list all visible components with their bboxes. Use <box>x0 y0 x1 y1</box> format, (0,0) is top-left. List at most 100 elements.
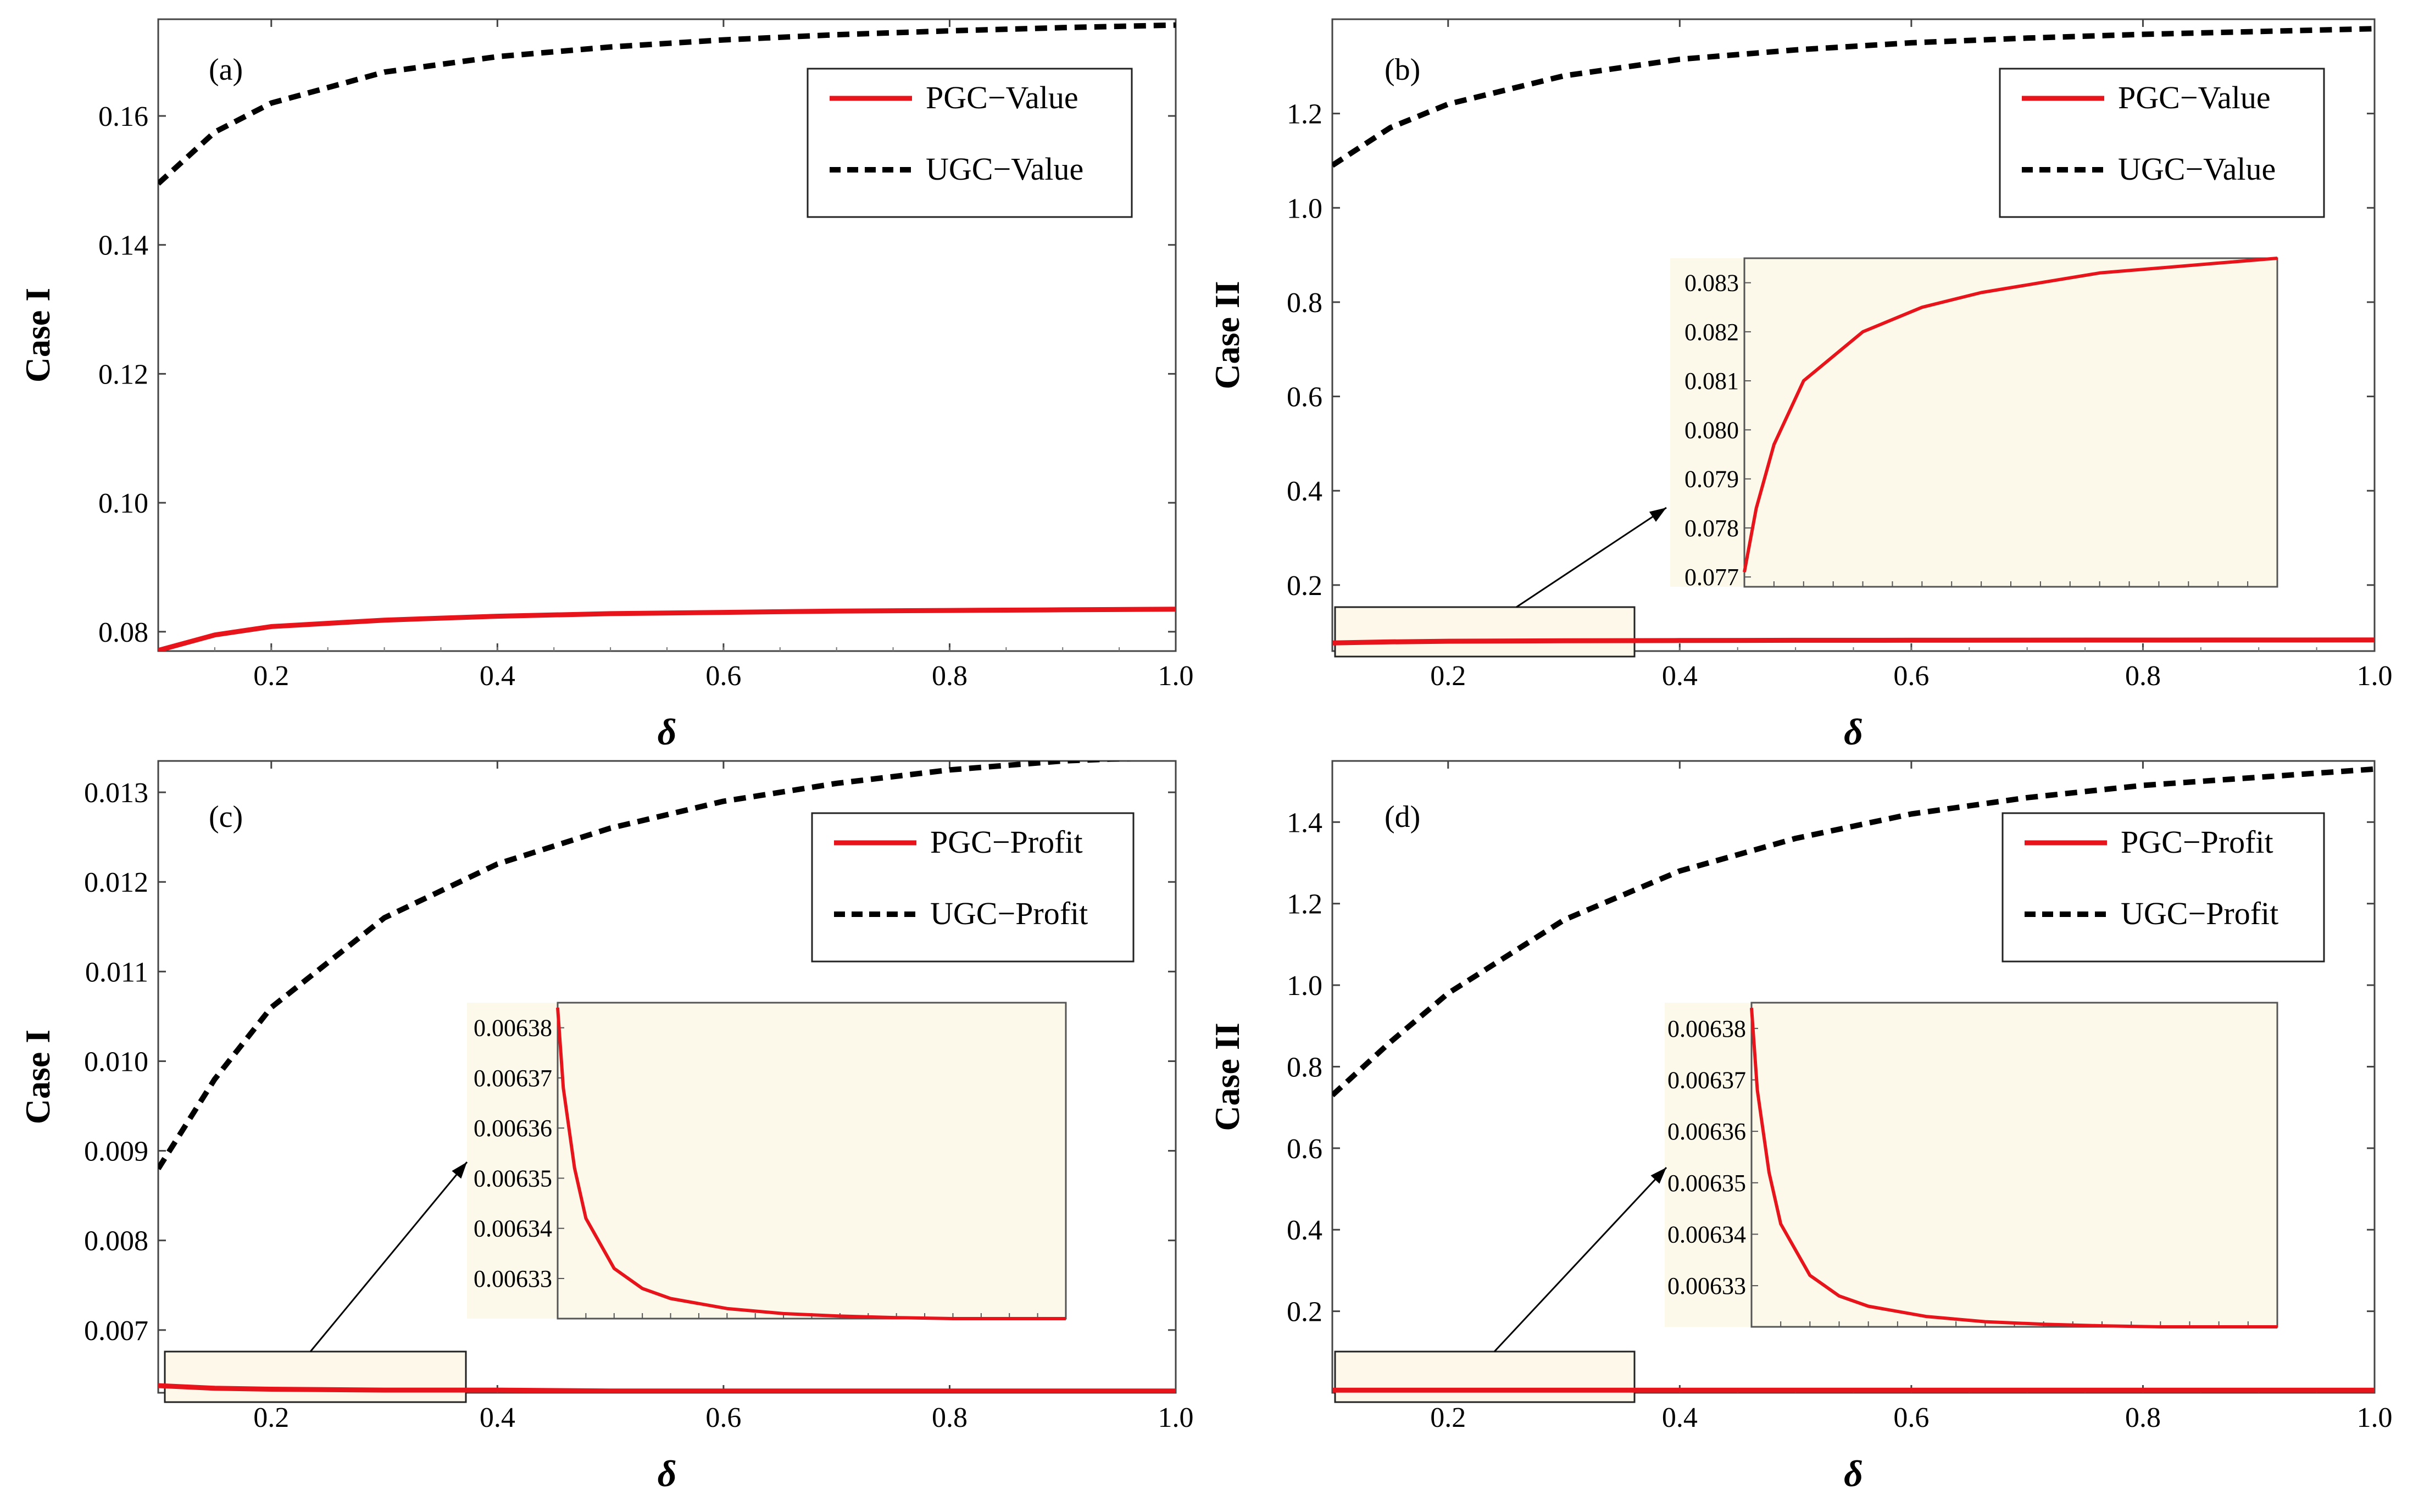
x-axis-label: δ <box>1844 711 1863 753</box>
series-line-ugc-value <box>158 22 1176 186</box>
zoom-arrow-line <box>1493 1166 1667 1353</box>
y-tick-label: 0.013 <box>84 777 148 809</box>
y-tick-label: 0.8 <box>1287 287 1322 319</box>
y-tick-label: 1.4 <box>1287 807 1322 838</box>
y-tick-label: 0.6 <box>1287 382 1322 413</box>
zoom-arrow-head <box>1650 1168 1666 1184</box>
legend-box <box>811 812 1135 963</box>
series-line-pgc-value <box>158 607 1176 651</box>
inset-y-tick-label: 0.00633 <box>474 1265 552 1292</box>
legend-box <box>1999 68 2325 218</box>
x-axis-label: δ <box>1844 1453 1863 1494</box>
x-tick-label: 0.8 <box>932 1402 968 1433</box>
x-tick-label: 0.4 <box>1662 660 1698 692</box>
y-tick-label: 0.2 <box>1287 1297 1322 1328</box>
inset-y-tick-label: 0.00638 <box>1667 1015 1746 1042</box>
inset-y-tick-label: 0.00635 <box>474 1165 552 1192</box>
y-tick-label: 0.10 <box>98 488 148 519</box>
y-tick-label: 0.14 <box>98 230 148 262</box>
y-tick-label: 1.0 <box>1287 970 1322 1002</box>
legend-label: PGC−Value <box>926 80 1078 115</box>
y-tick-label: 0.010 <box>84 1046 148 1077</box>
x-tick-label: 0.6 <box>705 1402 741 1433</box>
series-line-pgc-value <box>1332 637 2375 646</box>
inset-series-line <box>556 1007 1066 1320</box>
inset-series-line <box>1743 257 2278 572</box>
legend-label: PGC−Profit <box>930 824 1083 860</box>
y-tick-label: 0.16 <box>98 101 148 132</box>
inset-y-tick-label: 0.00635 <box>1667 1170 1746 1197</box>
legend-box <box>807 68 1133 218</box>
y-tick-label: 1.2 <box>1287 889 1322 920</box>
panel-b: 0.2 0.4 0.6 0.8 1.0 0.2 0.4 0.6 0.8 1.0 1.2 Case II… <box>1208 18 2393 753</box>
inset-y-tick-label: 0.00638 <box>474 1015 552 1042</box>
legend-label: UGC−Value <box>926 151 1083 187</box>
x-tick-label: 0.6 <box>1893 660 1929 692</box>
zoom-arrow-line <box>1516 507 1667 608</box>
x-tick-label: 0.4 <box>1662 1402 1698 1433</box>
x-tick-label: 0.8 <box>2125 1402 2161 1433</box>
y-tick-label: 0.012 <box>84 867 148 898</box>
y-tick-label: 0.008 <box>84 1226 148 1257</box>
legend-box <box>2001 812 2325 963</box>
x-tick-label: 0.8 <box>2125 660 2161 692</box>
legend-label: UGC−Profit <box>2121 896 2278 931</box>
legend-label: UGC−Value <box>2118 151 2276 187</box>
inset-y-tick-label: 0.00634 <box>1667 1221 1746 1248</box>
inset-y-tick-label: 0.080 <box>1684 416 1739 443</box>
x-tick-label: 1.0 <box>2357 660 2393 692</box>
x-tick-label: 1.0 <box>1158 660 1194 692</box>
x-tick-label: 0.8 <box>932 660 968 692</box>
panel-label: (a) <box>209 53 243 87</box>
panel-label: (d) <box>1385 800 1420 834</box>
x-tick-label: 1.0 <box>1158 1402 1194 1433</box>
inset-chart: 0.00633 0.00634 0.00635 0.00636 0.00637 0.006… <box>1665 1002 2278 1328</box>
series-line-pgc-profit <box>158 1383 1176 1393</box>
y-tick-label: 1.2 <box>1287 99 1322 130</box>
zoom-arrow-head <box>1649 508 1666 522</box>
x-tick-label: 0.2 <box>1430 660 1466 692</box>
x-axis-label: δ <box>658 711 677 753</box>
inset-y-tick-label: 0.00637 <box>474 1065 552 1092</box>
panel-label: (c) <box>209 800 243 834</box>
y-tick-label: 0.4 <box>1287 476 1322 507</box>
x-axis-label: δ <box>658 1453 677 1494</box>
x-tick-label: 0.2 <box>1430 1402 1466 1433</box>
zoom-arrow-line <box>309 1161 468 1352</box>
panel-c: 0.2 0.4 0.6 0.8 1.0 0.007 0.008 0.009 0.010 0.011… <box>18 760 1194 1494</box>
panel-d: 0.2 0.4 0.6 0.8 1.0 0.2 0.4 0.6 0.8 1.0 1.2 1.4 Case… <box>1208 760 2393 1494</box>
inset-chart: 0.077 0.078 0.079 0.080 0.081 0.082 0.083 <box>1670 257 2278 591</box>
panel-label: (b) <box>1385 53 1420 87</box>
inset-chart: 0.00633 0.00634 0.00635 0.00636 0.00637 0.006… <box>467 1002 1067 1320</box>
x-tick-label: 0.6 <box>1893 1402 1929 1433</box>
inset-y-tick-label: 0.00637 <box>1667 1066 1746 1093</box>
inset-background <box>1665 1003 2277 1327</box>
zoom-source-box <box>164 1350 467 1403</box>
series-line-ugc-value <box>1332 26 2375 168</box>
legend-label: PGC−Profit <box>2121 824 2273 860</box>
y-axis-label: Case II <box>1208 1022 1247 1131</box>
zoom-arrow-head <box>452 1162 467 1179</box>
inset-y-tick-label: 0.00636 <box>474 1115 552 1142</box>
y-tick-label: 0.08 <box>98 617 148 648</box>
y-tick-label: 0.12 <box>98 359 148 390</box>
y-tick-label: 0.007 <box>84 1315 148 1347</box>
y-tick-label: 1.0 <box>1287 193 1322 224</box>
inset-background <box>467 1003 1066 1319</box>
y-tick-label: 0.8 <box>1287 1052 1322 1083</box>
y-tick-label: 0.009 <box>84 1136 148 1168</box>
series-line-ugc-profit <box>158 761 1132 1170</box>
inset-y-tick-label: 0.00636 <box>1667 1118 1746 1145</box>
inset-y-tick-label: 0.00633 <box>1667 1272 1746 1299</box>
x-tick-label: 0.2 <box>253 660 289 692</box>
legend-label: UGC−Profit <box>930 896 1088 931</box>
legend-label: PGC−Value <box>2118 80 2271 115</box>
x-tick-label: 0.6 <box>705 660 741 692</box>
series-line-ugc-profit <box>1332 766 2375 1098</box>
x-tick-label: 0.2 <box>253 1402 289 1433</box>
y-axis-label: Case I <box>18 288 57 382</box>
zoom-source-box <box>1334 606 1636 658</box>
inset-y-tick-label: 0.077 <box>1684 564 1739 591</box>
x-tick-label: 0.4 <box>480 660 515 692</box>
